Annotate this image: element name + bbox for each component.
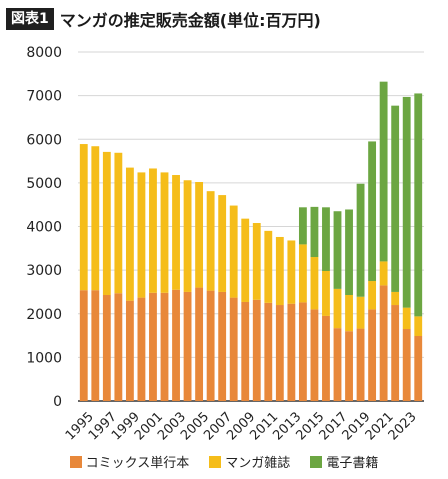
bar-magazines-1999 [125,167,134,301]
bar-comics-2012 [275,305,284,401]
bar-digital-2018 [345,209,353,295]
bar-comics-2021 [379,285,388,401]
y-tick-label: 0 [53,394,62,410]
bar-comics-2017 [333,328,342,401]
bar-comics-2014 [298,302,307,401]
y-tick-label: 1000 [26,350,62,366]
bar-magazines-2024 [414,316,423,336]
bar-magazines-2004 [183,180,192,292]
y-tick-label: 6000 [26,132,62,148]
legend-item-comics: コミックス単行本 [69,452,190,471]
y-tick-label: 2000 [26,307,62,323]
legend: コミックス単行本 マンガ雑誌 電子書籍 [0,452,448,471]
legend-label: コミックス単行本 [85,456,190,471]
bar-magazines-1996 [91,146,100,291]
bar-magazines-1995 [79,144,88,291]
bar-comics-1999 [125,300,134,401]
bar-digital-2021 [379,81,388,262]
bar-comics-2015 [310,309,319,401]
bar-digital-2023 [402,96,411,308]
bar-comics-2018 [345,331,353,401]
bar-magazines-2010 [252,223,261,300]
bar-comics-2001 [149,292,157,401]
y-tick-label: 5000 [26,176,62,192]
bar-magazines-1998 [114,152,123,294]
bar-magazines-2000 [137,172,146,298]
bar-digital-2014 [298,207,307,245]
bar-magazines-2022 [391,291,400,306]
legend-swatch [209,455,222,468]
legend-swatch [69,455,82,468]
bar-magazines-2003 [172,175,180,290]
bar-magazines-2017 [333,288,342,329]
bar-comics-2010 [252,299,261,401]
bar-digital-2022 [391,105,400,292]
bar-comics-1996 [91,290,100,401]
bar-comics-1995 [79,290,88,401]
bar-comics-2011 [264,302,273,401]
legend-item-digital: 電子書籍 [310,452,378,471]
bar-magazines-1997 [102,151,111,295]
bar-magazines-2009 [241,218,250,302]
legend-label: 電子書籍 [326,456,379,471]
chart-header: 図表1 マンガの推定販売金額(単位:百万円) [6,6,321,32]
y-tick-label: 3000 [26,263,62,279]
bar-magazines-2002 [160,172,169,293]
y-tick-label: 7000 [26,89,62,105]
figure-badge: 図表1 [6,8,54,30]
bar-magazines-2021 [379,261,388,286]
bar-comics-2020 [368,309,377,401]
bar-comics-2013 [287,303,296,401]
bar-comics-1998 [114,293,123,401]
bar-magazines-2014 [298,244,307,303]
bar-magazines-2019 [356,296,365,329]
legend-label: マンガ雑誌 [225,456,291,471]
bar-digital-2015 [310,206,319,258]
bar-magazines-2008 [229,205,238,298]
bar-magazines-2015 [310,257,319,310]
bar-magazines-2006 [206,191,215,291]
legend-swatch [310,455,323,468]
chart-title: マンガの推定販売金額(単位:百万円) [59,11,321,30]
bar-magazines-2023 [402,307,411,330]
bar-magazines-2012 [275,236,284,306]
bar-magazines-2005 [195,182,204,288]
bar-digital-2017 [333,211,342,289]
bar-magazines-2001 [149,168,157,293]
bar-comics-2022 [391,305,400,401]
bar-magazines-2016 [322,270,330,316]
bar-digital-2016 [322,207,330,271]
bar-magazines-2013 [287,240,296,304]
bar-magazines-2018 [345,294,353,332]
bar-comics-2006 [206,290,215,401]
y-tick-label: 4000 [26,220,62,236]
bar-magazines-2011 [264,230,273,303]
bar-comics-2024 [414,335,423,401]
bar-comics-2005 [195,287,204,401]
bar-comics-2009 [241,301,250,401]
bar-comics-2007 [218,291,227,401]
bar-comics-2000 [137,297,146,401]
legend-item-magazines: マンガ雑誌 [209,452,290,471]
bar-comics-2004 [183,291,192,401]
bar-comics-2019 [356,328,365,401]
bar-comics-2003 [172,289,180,401]
bar-digital-2024 [414,93,423,317]
bar-comics-2008 [229,297,238,401]
bar-comics-2023 [402,329,411,401]
bar-magazines-2020 [368,281,377,310]
bar-digital-2019 [356,183,365,297]
bar-comics-2016 [322,315,330,401]
y-tick-label: 8000 [26,45,62,61]
bar-magazines-2007 [218,195,227,292]
bar-digital-2020 [368,141,377,282]
bar-comics-1997 [102,294,111,401]
bar-comics-2002 [160,292,169,401]
